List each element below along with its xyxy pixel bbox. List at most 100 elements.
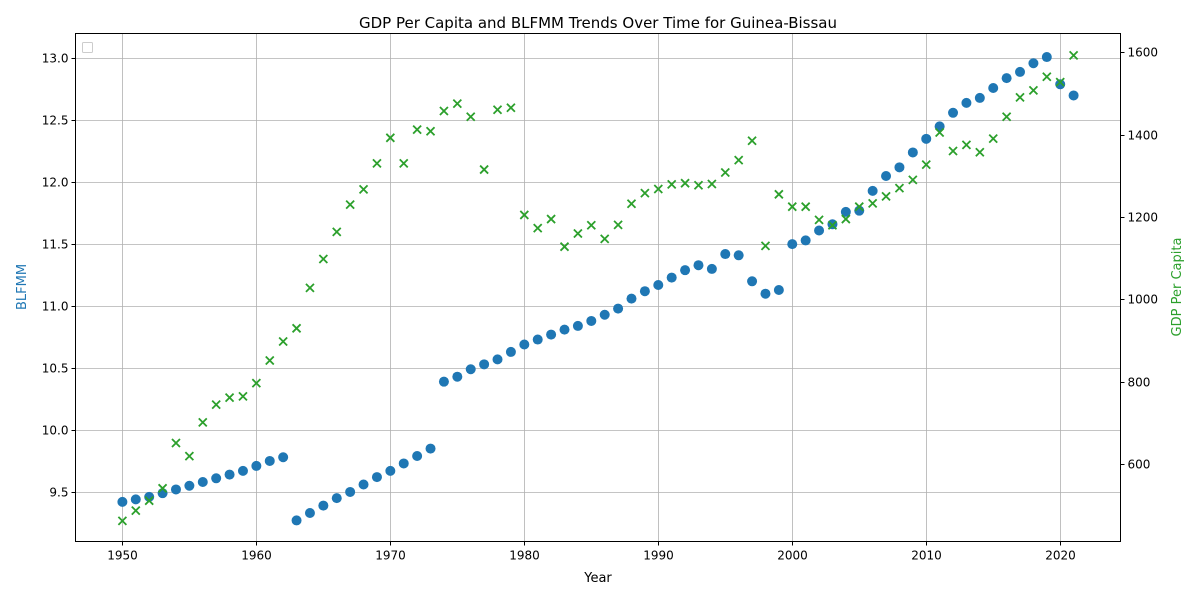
gdp-point: [1001, 112, 1012, 122]
blfmm-point: [197, 477, 208, 488]
y-left-tick-label: 11.5: [42, 238, 69, 252]
x-tick-label: 2000: [777, 549, 808, 563]
blfmm-point: [814, 225, 825, 236]
y-left-tick-label: 12.5: [42, 114, 69, 128]
blfmm-point: [559, 324, 570, 335]
blfmm-point: [586, 315, 597, 326]
gdp-point: [1068, 50, 1079, 60]
axes: 1950 1960 1970 1980 1990 2000 2010 2020 9.5 10.0 1…: [42, 46, 1158, 563]
blfmm-point: [693, 260, 704, 271]
x-tick-label: 2020: [1045, 549, 1076, 563]
gdp-point: [198, 417, 208, 427]
gdp-point: [988, 134, 998, 144]
blfmm-point: [639, 286, 650, 297]
blfmm-point: [425, 443, 436, 454]
blfmm-point: [653, 280, 664, 291]
blfmm-point: [278, 452, 289, 463]
gdp-point: [171, 438, 181, 448]
blfmm-point: [291, 515, 302, 526]
blfmm-point: [117, 496, 128, 507]
gdp-point: [372, 158, 382, 169]
blfmm-point: [800, 235, 811, 246]
gdp-point: [439, 106, 449, 116]
blfmm-point: [787, 239, 798, 250]
plot-area-frame: [75, 33, 1121, 542]
gdp-point: [948, 146, 958, 156]
blfmm-point: [1015, 66, 1026, 77]
blfmm-point: [961, 97, 972, 108]
gdp-point: [251, 378, 262, 388]
y-right-tick-label: 1400: [1128, 129, 1159, 143]
blfmm-point: [452, 371, 463, 382]
blfmm-point: [519, 339, 530, 350]
y-right-tick-label: 1000: [1128, 293, 1159, 307]
gdp-point: [760, 241, 771, 251]
blfmm-point: [948, 107, 959, 118]
blfmm-point: [733, 250, 744, 261]
blfmm-point: [224, 469, 235, 480]
gdp-point: [1042, 72, 1052, 82]
gdp-point: [747, 136, 757, 146]
gdp-point: [720, 167, 730, 178]
gdp-point: [1055, 77, 1065, 87]
gdp-point: [265, 355, 275, 366]
blfmm-point: [505, 346, 516, 357]
blfmm-point: [398, 458, 409, 469]
gdp-point: [452, 98, 462, 109]
gdp-point: [546, 214, 556, 224]
gdp-point: [707, 179, 717, 189]
blfmm-point: [492, 354, 503, 365]
blfmm-point: [1041, 52, 1052, 63]
gdp-point: [653, 184, 663, 194]
gdp-point: [131, 505, 141, 516]
blfmm-point: [1055, 79, 1066, 90]
gdp-point: [613, 220, 623, 230]
gdp-point: [894, 183, 905, 193]
blfmm-point: [720, 249, 731, 260]
y-left-tick-label: 11.0: [42, 300, 69, 314]
gdp-point: [559, 242, 570, 252]
blfmm-point: [184, 480, 195, 491]
blfmm-point: [546, 329, 557, 340]
chart-title: GDP Per Capita and BLFMM Trends Over Tim…: [359, 14, 837, 32]
blfmm-point: [706, 263, 717, 274]
blfmm-point: [371, 472, 382, 483]
blfmm-point: [237, 465, 248, 476]
gdp-point: [399, 158, 409, 169]
blfmm-point: [331, 493, 342, 504]
blfmm-point: [974, 92, 985, 103]
y-left-tick-label: 10.5: [42, 362, 69, 376]
gdp-point: [211, 399, 221, 410]
gdp-point: [305, 283, 315, 293]
gdp-point: [693, 180, 704, 190]
x-tick-label: 2010: [911, 549, 942, 563]
y-left-tick-label: 9.5: [49, 486, 68, 500]
blfmm-point: [613, 303, 624, 314]
legend: [82, 42, 93, 53]
series: [117, 50, 1079, 526]
gdp-point: [519, 210, 529, 220]
gdp-point: [466, 112, 476, 122]
gdp-point: [573, 228, 583, 239]
gdp-point: [841, 214, 851, 224]
y-left-tick-label: 10.0: [42, 424, 69, 438]
blfmm-point: [345, 486, 356, 497]
gdp-point: [680, 178, 690, 188]
gdp-point: [358, 184, 369, 195]
blfmm-point: [921, 133, 932, 144]
gdp-point: [787, 202, 797, 212]
gdp-point: [492, 105, 503, 115]
blfmm-point: [988, 83, 999, 94]
gdp-point: [1015, 92, 1025, 103]
y-right-tick-label: 800: [1128, 376, 1151, 390]
blfmm-point: [532, 334, 543, 345]
gdp-point: [425, 126, 436, 136]
gdp-point: [600, 234, 610, 244]
blfmm-point: [894, 162, 905, 173]
gdp-point: [385, 133, 395, 143]
x-tick-label: 1990: [643, 549, 674, 563]
legend-box: [82, 42, 93, 53]
gdp-point: [961, 140, 972, 150]
blfmm-point: [358, 479, 369, 490]
